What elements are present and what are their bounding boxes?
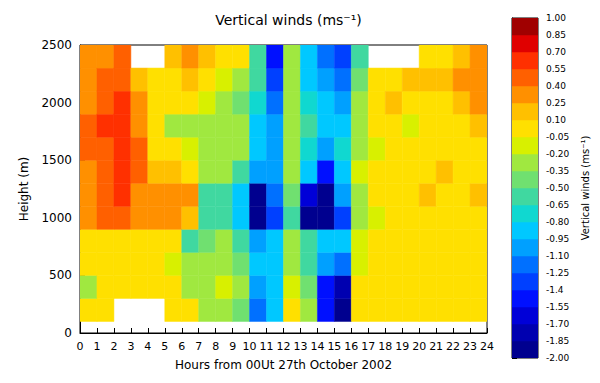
svg-text:6: 6	[178, 340, 185, 353]
svg-text:-0.50: -0.50	[546, 183, 570, 193]
svg-text:19: 19	[395, 340, 409, 353]
svg-text:23: 23	[463, 340, 477, 353]
svg-text:0.55: 0.55	[546, 64, 566, 74]
svg-text:-0.95: -0.95	[546, 234, 569, 244]
svg-text:20: 20	[412, 340, 426, 353]
svg-text:9: 9	[229, 340, 236, 353]
svg-text:Vertical winds (ms⁻¹): Vertical winds (ms⁻¹)	[215, 12, 362, 28]
svg-text:8: 8	[212, 340, 219, 353]
svg-text:-1.10: -1.10	[546, 251, 570, 261]
svg-text:17: 17	[361, 340, 375, 353]
svg-text:2500: 2500	[41, 38, 72, 52]
svg-text:Hours from 00Ut 27th October 2: Hours from 00Ut 27th October 2002	[175, 358, 392, 372]
svg-text:-1.85: -1.85	[546, 336, 569, 346]
svg-text:1: 1	[93, 340, 100, 353]
svg-text:0: 0	[77, 340, 84, 353]
svg-text:1000: 1000	[41, 211, 72, 225]
svg-text:12: 12	[277, 340, 291, 353]
svg-text:0.10: 0.10	[546, 115, 566, 125]
svg-text:-0.05: -0.05	[546, 132, 569, 142]
svg-text:Vertical winds (ms⁻¹): Vertical winds (ms⁻¹)	[580, 136, 591, 241]
svg-text:0.40: 0.40	[546, 81, 566, 91]
svg-text:13: 13	[293, 340, 307, 353]
svg-text:5: 5	[161, 340, 168, 353]
svg-text:500: 500	[49, 268, 72, 282]
svg-text:-2.00: -2.00	[546, 353, 570, 363]
svg-text:2000: 2000	[41, 96, 72, 110]
svg-text:16: 16	[344, 340, 358, 353]
svg-text:0.25: 0.25	[546, 98, 566, 108]
svg-text:14: 14	[310, 340, 324, 353]
svg-text:-0.80: -0.80	[546, 217, 570, 227]
svg-text:11: 11	[260, 340, 274, 353]
svg-text:15: 15	[327, 340, 341, 353]
svg-text:0.85: 0.85	[546, 30, 566, 40]
svg-text:1500: 1500	[41, 153, 72, 167]
svg-text:10: 10	[243, 340, 257, 353]
svg-text:0.70: 0.70	[546, 47, 566, 57]
svg-text:-0.35: -0.35	[546, 166, 569, 176]
svg-text:3: 3	[127, 340, 134, 353]
svg-text:2: 2	[110, 340, 117, 353]
svg-text:24: 24	[480, 340, 494, 353]
svg-text:7: 7	[195, 340, 202, 353]
svg-text:18: 18	[378, 340, 392, 353]
svg-text:1.00: 1.00	[546, 13, 566, 23]
svg-text:-1.25: -1.25	[546, 268, 569, 278]
svg-text:4: 4	[144, 340, 151, 353]
svg-text:-0.65: -0.65	[546, 200, 569, 210]
svg-text:-1.4: -1.4	[546, 285, 564, 295]
svg-text:-1.55: -1.55	[546, 302, 569, 312]
svg-text:Height (m): Height (m)	[17, 157, 31, 222]
svg-text:-1.70: -1.70	[546, 319, 570, 329]
svg-text:-0.20: -0.20	[546, 149, 570, 159]
svg-text:0: 0	[64, 326, 72, 340]
svg-text:22: 22	[446, 340, 460, 353]
svg-text:21: 21	[429, 340, 443, 353]
